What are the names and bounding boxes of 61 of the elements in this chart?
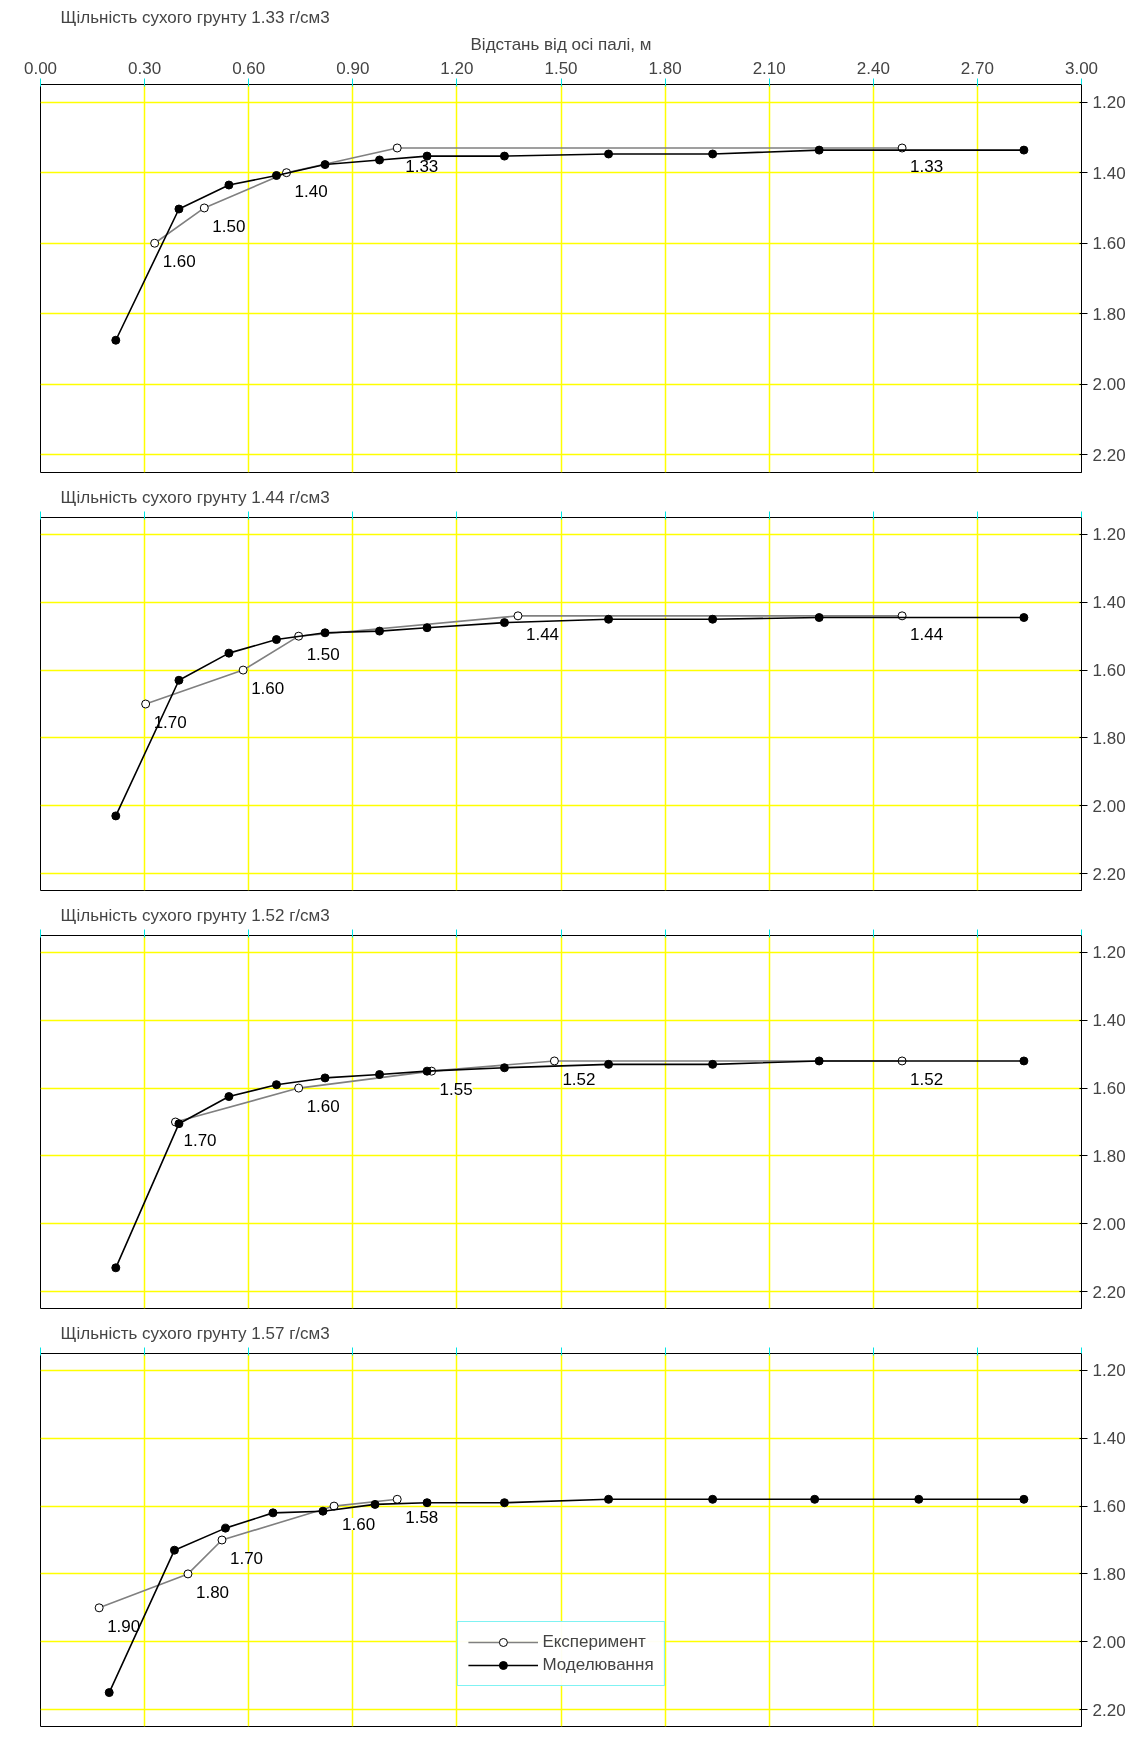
chart-title: Щільність сухого грунту 1.33 г/см3	[60, 7, 330, 27]
y-tick-label: 1.80	[1092, 1564, 1126, 1584]
data-label: 1.70	[229, 1549, 264, 1568]
y-tick-label: 1.80	[1092, 728, 1126, 748]
data-label: 1.44	[910, 624, 944, 644]
y-tick-label: 1.60	[1092, 1079, 1126, 1099]
data-label: 1.90	[107, 1616, 141, 1636]
y-tick-label: 1.60	[1092, 234, 1126, 254]
data-label: 1.52	[562, 1069, 596, 1089]
data-label: 1.58	[405, 1508, 439, 1528]
x-tick-label: 1.80	[648, 58, 682, 78]
x-tick-label: 3.00	[1064, 58, 1099, 78]
data-label: 1.80	[195, 1582, 230, 1602]
data-label: 1.60	[342, 1515, 376, 1535]
data-label: 1.52	[910, 1069, 944, 1089]
y-tick-label: 1.80	[1092, 304, 1126, 324]
legend-label: Експеримент	[542, 1632, 646, 1652]
data-label: 1.50	[306, 645, 340, 665]
y-tick-label: 2.20	[1092, 1282, 1126, 1302]
x-tick-label: 0.90	[336, 58, 370, 78]
x-tick-label: 1.20	[440, 58, 474, 78]
data-label: 1.40	[294, 181, 328, 201]
chart-title: Щільність сухого грунту 1.52 г/см3	[60, 905, 330, 925]
data-label: 1.55	[439, 1080, 473, 1100]
data-label: 1.44	[525, 624, 560, 644]
y-tick-label: 1.40	[1092, 163, 1126, 183]
data-label: 1.60	[306, 1097, 340, 1117]
chart-title: Щільність сухого грунту 1.57 г/см3	[60, 1323, 330, 1343]
y-tick-label: 2.20	[1092, 1700, 1126, 1720]
data-label: 1.60	[251, 679, 285, 699]
x-tick-label: 2.40	[856, 58, 890, 78]
y-tick-label: 1.60	[1092, 1497, 1126, 1517]
data-label: 1.33	[405, 156, 439, 176]
x-axis-title: Відстань від осі палі, м	[470, 34, 652, 54]
x-tick-label: 2.70	[960, 58, 994, 78]
y-tick-label: 1.20	[1092, 93, 1126, 113]
legend-label: Моделювання	[542, 1655, 654, 1675]
data-label: 1.33	[910, 156, 944, 176]
y-tick-label: 1.60	[1092, 661, 1126, 681]
data-label: 1.60	[162, 252, 196, 272]
y-tick-label: 1.40	[1092, 1429, 1126, 1449]
x-tick-label: 1.50	[544, 58, 578, 78]
y-tick-label: 2.00	[1092, 796, 1126, 816]
y-tick-label: 2.00	[1092, 375, 1126, 395]
y-tick-label: 1.20	[1092, 943, 1126, 963]
data-label: 1.50	[212, 216, 246, 236]
x-tick-label: 0.60	[232, 58, 266, 78]
y-tick-label: 1.40	[1092, 593, 1126, 613]
chart-title: Щільність сухого грунту 1.44 г/см3	[60, 487, 330, 507]
y-tick-label: 1.20	[1092, 1361, 1126, 1381]
x-tick-label: 0.30	[128, 58, 162, 78]
x-tick-label: 0.00	[23, 58, 58, 78]
y-tick-label: 2.20	[1092, 864, 1126, 884]
x-tick-label: 2.10	[752, 58, 786, 78]
y-tick-label: 2.20	[1092, 445, 1126, 465]
y-tick-label: 1.20	[1092, 525, 1126, 545]
data-label: 1.70	[183, 1131, 217, 1150]
y-tick-label: 1.80	[1092, 1146, 1126, 1166]
y-tick-label: 2.00	[1092, 1214, 1126, 1234]
y-tick-label: 1.40	[1092, 1011, 1126, 1031]
y-tick-label: 2.00	[1092, 1632, 1126, 1652]
